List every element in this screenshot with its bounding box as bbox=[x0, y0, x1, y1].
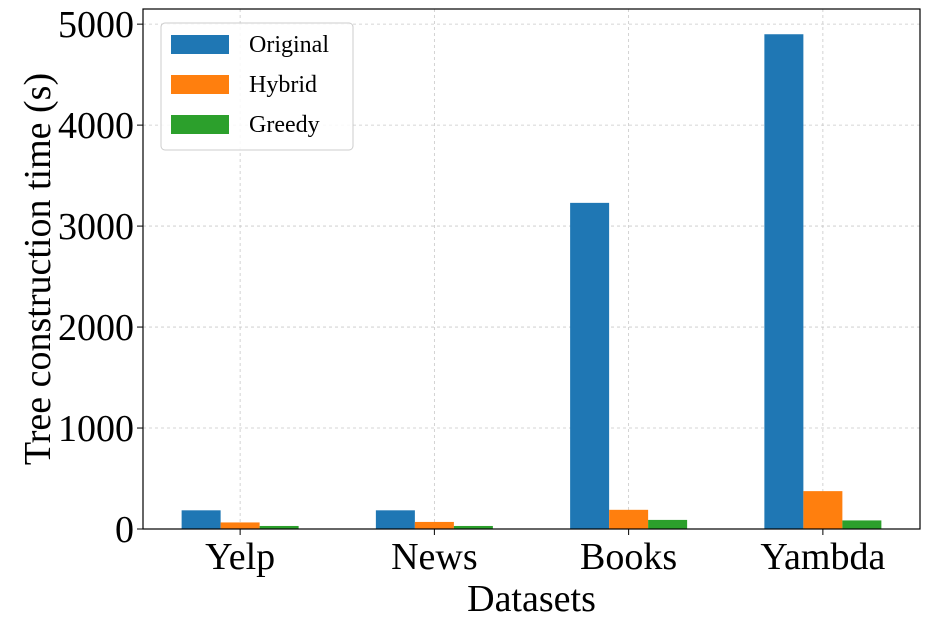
bar-original-books bbox=[570, 202, 610, 529]
legend-swatch-original bbox=[171, 35, 229, 54]
x-tick-label: Yelp bbox=[205, 536, 275, 578]
x-axis: Yelp News Books Yambda bbox=[205, 529, 885, 578]
y-axis: 0 1000 2000 3000 4000 5000 bbox=[58, 4, 143, 551]
bar-hybrid-books bbox=[609, 509, 649, 529]
x-tick-label: Books bbox=[580, 536, 677, 578]
x-axis-title: Datasets bbox=[467, 578, 596, 620]
legend-swatch-hybrid bbox=[171, 75, 229, 94]
bar-original-news bbox=[375, 510, 415, 529]
y-tick-label: 2000 bbox=[58, 307, 134, 349]
legend: Original Hybrid Greedy bbox=[160, 22, 354, 151]
bar-hybrid-news bbox=[414, 521, 454, 529]
y-tick-label: 1000 bbox=[58, 408, 134, 450]
bar-hybrid-yambda bbox=[803, 491, 843, 529]
y-tick-label: 3000 bbox=[58, 206, 134, 248]
plot-frame bbox=[142, 8, 921, 530]
legend-label-hybrid: Hybrid bbox=[249, 72, 317, 98]
bar-greedy-yambda bbox=[842, 520, 882, 529]
x-tick-label: News bbox=[391, 536, 478, 578]
bars bbox=[181, 34, 882, 530]
y-tick-label: 4000 bbox=[58, 105, 134, 147]
legend-label-original: Original bbox=[249, 32, 329, 58]
bar-greedy-news bbox=[453, 525, 493, 529]
bar-hybrid-yelp bbox=[220, 522, 260, 529]
legend-swatch-greedy bbox=[171, 115, 229, 134]
bar-greedy-books bbox=[648, 519, 688, 529]
bar-original-yambda bbox=[764, 34, 804, 530]
bar-original-yelp bbox=[181, 510, 221, 529]
x-tick-label: Yambda bbox=[760, 536, 885, 578]
y-tick-label: 5000 bbox=[58, 4, 134, 46]
y-tick-label: 0 bbox=[115, 509, 134, 551]
y-axis-title: Tree construction time (s) bbox=[17, 73, 59, 465]
legend-label-greedy: Greedy bbox=[249, 112, 320, 138]
grid bbox=[143, 9, 920, 530]
bar-greedy-yelp bbox=[259, 525, 299, 529]
